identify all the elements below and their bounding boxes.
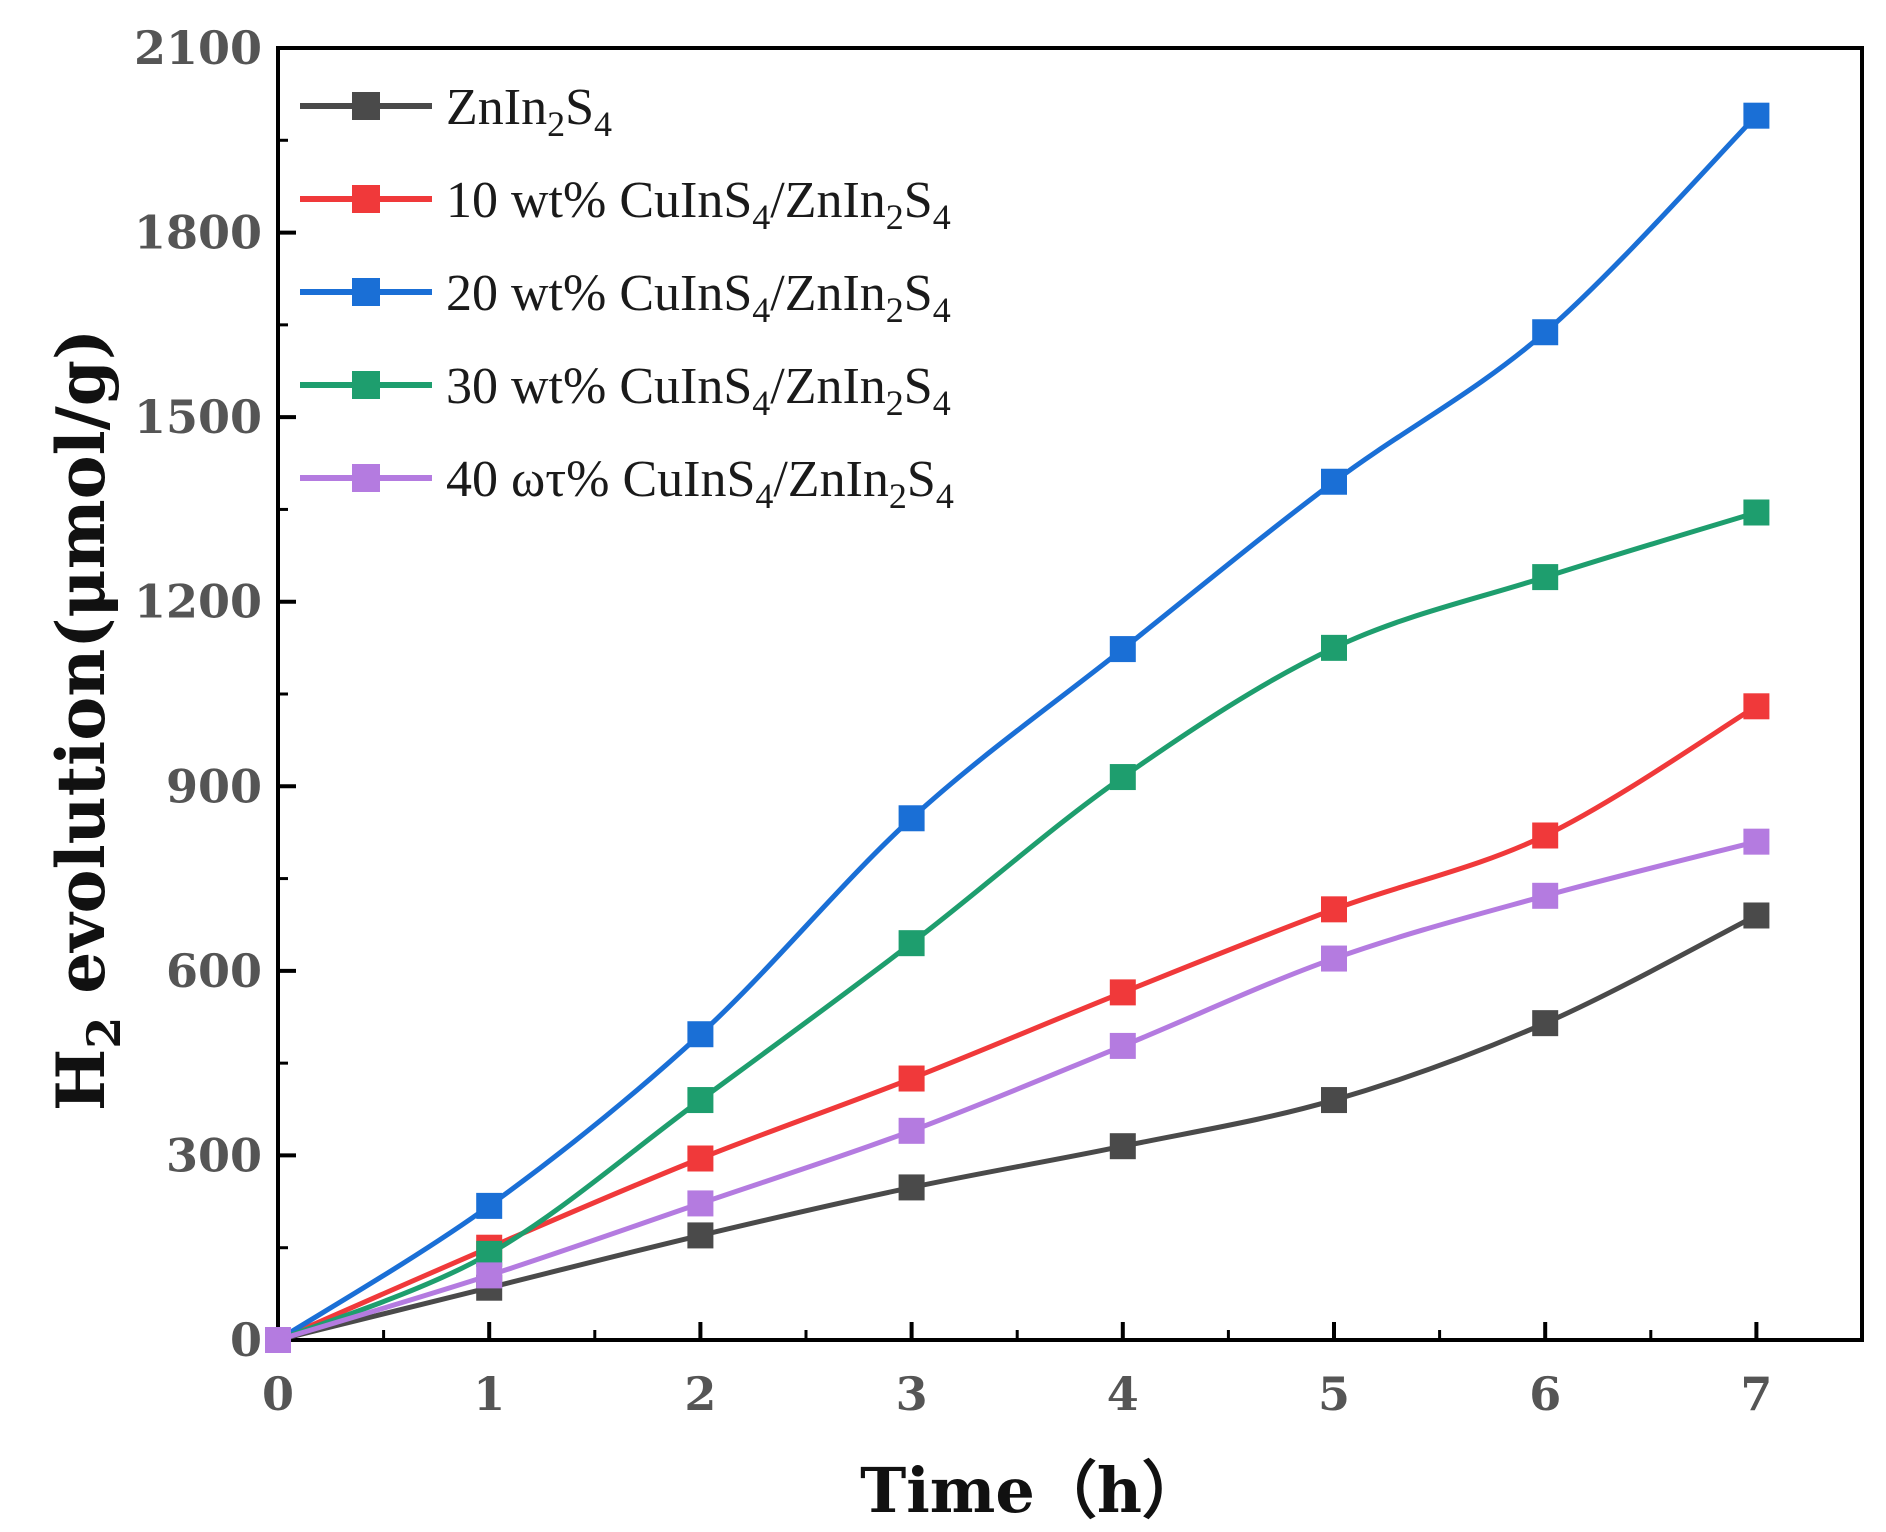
data-point-series-1 — [898, 1174, 925, 1201]
data-point-series-2 — [1532, 822, 1559, 849]
data-point-series-2 — [898, 1065, 925, 1092]
data-point-series-3 — [1532, 319, 1559, 346]
data-point-series-4 — [898, 930, 925, 957]
data-point-series-3 — [1321, 468, 1347, 495]
x-axis-title: Time（h） — [860, 1454, 1204, 1527]
data-point-series-2 — [1109, 979, 1136, 1006]
data-point-series-4 — [687, 1087, 714, 1114]
y-axis-title-rest: evolution(μmol/g) — [42, 329, 120, 1017]
legend-marker-2 — [352, 185, 380, 213]
y-axis-title-h: H — [42, 1049, 120, 1111]
legend-marker-1 — [352, 92, 380, 120]
data-point-series-3 — [1743, 102, 1770, 129]
data-point-series-1 — [1743, 902, 1770, 929]
data-point-series-1 — [1109, 1133, 1136, 1160]
y-tick-label: 900 — [166, 759, 262, 813]
plot-frame — [276, 46, 1864, 1342]
legend-marker-5 — [352, 464, 380, 492]
data-point-series-5 — [687, 1190, 714, 1217]
data-point-series-4 — [1321, 634, 1347, 661]
x-tick-label: 2 — [684, 1367, 716, 1421]
data-point-series-2 — [1321, 896, 1347, 923]
x-tick-label: 4 — [1107, 1367, 1139, 1421]
legend: ZnIn2S4 10 wt% CuInS4/ZnIn2S4 20 wt% CuInS… — [300, 79, 954, 516]
series-line-5 — [277, 839, 1758, 1343]
data-point-series-5 — [476, 1262, 503, 1289]
x-tick-label: 6 — [1529, 1367, 1561, 1421]
data-point-series-2 — [687, 1145, 714, 1172]
legend-label-4: 30 wt% CuInS4/ZnIn2S4 — [446, 358, 951, 423]
data-point-series-3 — [1109, 636, 1136, 663]
svg-text:H2 evolution(μmol/g): H2 evolution(μmol/g) — [42, 329, 131, 1111]
data-point-series-5 — [1743, 828, 1770, 855]
data-point-series-4 — [1109, 764, 1136, 791]
data-point-series-1 — [1532, 1010, 1559, 1037]
data-point-series-2 — [1743, 693, 1770, 720]
data-point-series-4 — [1532, 564, 1559, 591]
legend-label-3: 20 wt% CuInS4/ZnIn2S4 — [446, 265, 951, 330]
legend-marker-4 — [352, 371, 380, 399]
legend-marker-3 — [352, 278, 380, 306]
y-axis-title: H2 evolution(μmol/g) — [42, 329, 131, 1111]
y-tick-label: 600 — [166, 944, 262, 998]
x-tick-label: 5 — [1318, 1367, 1350, 1421]
y-tick-label: 300 — [166, 1128, 262, 1182]
y-tick-label: 1800 — [134, 206, 262, 260]
x-tick-label: 1 — [473, 1367, 505, 1421]
y-tick-label: 2100 — [134, 21, 262, 75]
x-tick-label: 3 — [896, 1367, 928, 1421]
data-point-series-3 — [898, 805, 925, 832]
legend-label-1: ZnIn2S4 — [446, 79, 612, 144]
y-tick-label: 0 — [230, 1313, 262, 1367]
y-tick-label: 1500 — [134, 390, 262, 444]
x-tick-label: 7 — [1740, 1367, 1772, 1421]
data-point-series-5 — [1109, 1032, 1136, 1059]
x-tick-label: 0 — [262, 1367, 294, 1421]
data-point-series-1 — [687, 1222, 714, 1249]
y-tick-label: 1200 — [134, 575, 262, 629]
data-point-series-3 — [476, 1192, 503, 1219]
data-point-series-5 — [265, 1327, 291, 1353]
legend-label-5: 40 ωτ% CuInS4/ZnIn2S4 — [446, 451, 954, 516]
y-axis-title-h-subscript: 2 — [77, 1017, 131, 1049]
legend-label-2: 10 wt% CuInS4/ZnIn2S4 — [446, 172, 951, 237]
data-point-series-5 — [898, 1117, 925, 1144]
data-point-series-3 — [687, 1021, 714, 1048]
data-point-series-4 — [1743, 499, 1770, 526]
data-point-series-5 — [1321, 945, 1347, 972]
series-line-4 — [277, 510, 1758, 1343]
series-line-1 — [277, 913, 1758, 1343]
data-point-series-1 — [1321, 1087, 1347, 1114]
series-line-3 — [276, 113, 1759, 1343]
data-point-series-5 — [1532, 882, 1559, 909]
